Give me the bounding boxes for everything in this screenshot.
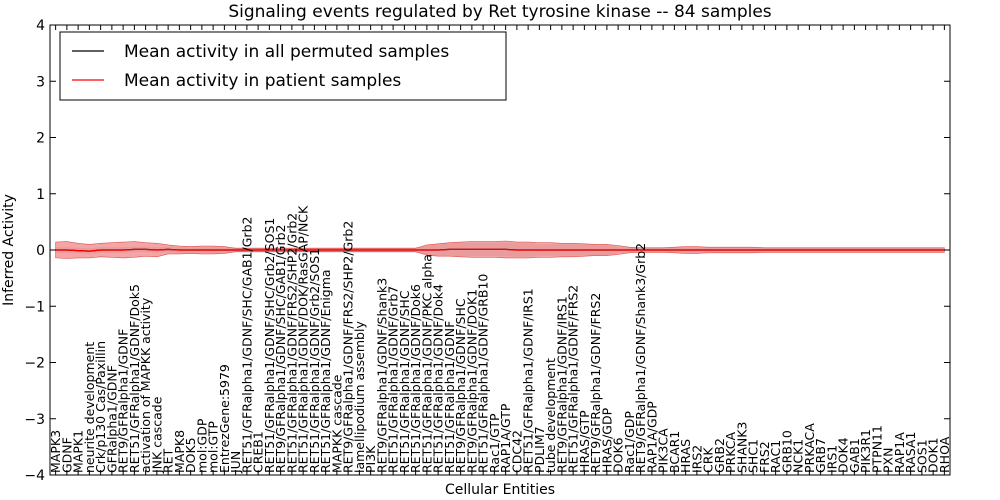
x-category-label: RET51/GFRalpha1/GDNF/Dok4 <box>431 284 446 473</box>
y-tick-label: 3 <box>36 74 45 90</box>
x-category-label: PXN <box>881 448 896 473</box>
x-category-label: neurite development <box>82 342 97 473</box>
x-category-label: JUN <box>228 451 243 474</box>
x-category-label: DOK1 <box>926 437 941 473</box>
legend-label: Mean activity in all permuted samples <box>124 42 449 62</box>
y-tick-label: 1 <box>36 187 45 203</box>
x-category-label: IRS2 <box>689 445 704 473</box>
x-category-label: tube development <box>543 358 558 473</box>
x-category-label: MAPK1 <box>71 430 86 473</box>
x-category-label: FRS2 <box>757 441 772 473</box>
x-category-label: MAPKK cascade <box>329 374 344 473</box>
y-tick-label: 0 <box>36 243 45 259</box>
x-category-label: RET9/GFRalpha1/GDNF/FRS2 <box>588 293 603 473</box>
x-category-label: HRAS/GDP <box>599 407 614 473</box>
x-category-label: activation of MAPKK activity <box>138 297 153 473</box>
x-category-label: RET9/GFRalpha1/GDNF/Shank3/Grb2 <box>633 243 648 473</box>
x-category-label: RET51/GFRalpha1/GDNF/GRB10 <box>476 274 491 473</box>
x-category-label: CRK <box>701 447 716 473</box>
patient-mean-line <box>55 248 945 252</box>
x-category-label: RET9/GFRalpha1/GDNF/FRS2/SHP2/Grb2 <box>341 221 356 473</box>
x-category-label: RET9/GFRalpha1/GDNF/Shank3 <box>374 278 389 473</box>
x-category-label: RET9/GFRalpha1/GDNF/DOK1 <box>464 289 479 473</box>
x-category-label: RET9/GFRalpha1/GDNF/SHC/GAB1/Grb2 <box>273 224 288 473</box>
x-category-label: RET51/GFRalpha1/GDNF/IRS1 <box>521 288 536 473</box>
y-tick-label: −2 <box>24 356 45 372</box>
legend-box <box>59 31 507 101</box>
x-category-label: PDLIM7 <box>532 426 547 473</box>
y-tick-label: 2 <box>36 131 45 147</box>
x-category-label: PTPN11 <box>869 425 884 473</box>
x-category-label: RAP1A/GTP <box>498 403 513 473</box>
x-category-label: RASA1 <box>903 432 918 473</box>
legend-label: Mean activity in patient samples <box>124 71 401 91</box>
x-category-label: Rac1/GTP <box>487 413 502 473</box>
x-category-label: RET51/GFRalpha1/GDNF/FRS2 <box>566 285 581 473</box>
x-category-label: HRAS/GTP <box>577 410 592 473</box>
x-category-label: RAC1 <box>768 440 783 473</box>
x-category-label: RET51/GFRalpha1/GDNF/SHC/GAB1/Grb2 <box>239 217 254 473</box>
x-category-label: CREB1 <box>251 431 266 473</box>
x-category-label: RET51/GFRalpha1/GDNF/Enigma <box>318 269 333 473</box>
x-category-label: JNK cascade <box>149 396 164 474</box>
x-category-label: DOK6 <box>611 437 626 473</box>
y-tick-label: −3 <box>24 412 45 428</box>
x-category-label: IRS1 <box>824 445 839 473</box>
x-category-label: RAP1A <box>892 432 907 473</box>
x-category-label: RET51/GFRalpha1/GDNF/Grb2/SOS1 <box>307 248 322 473</box>
x-category-label: RET51/GFRalpha1/GDNF/PKC alpha <box>419 254 434 473</box>
x-category-label: PRKACA <box>802 423 817 473</box>
x-category-label: CDC42 <box>509 430 524 473</box>
y-tick-label: 4 <box>36 18 45 34</box>
x-category-label: RET51/GFRalpha1/GDNF/SHC/Grb2/SOS1 <box>262 218 277 473</box>
x-category-label: GAB1 <box>847 438 862 473</box>
x-category-label: RET9/GFRalpha1/GDNF/IRS1 <box>554 296 569 473</box>
x-category-label: Crk/p130 Cas/Paxillin <box>93 341 108 473</box>
x-category-label: NCK1 <box>791 439 806 473</box>
x-category-label: RET51/GFRalpha1/GDNF <box>442 321 457 473</box>
x-category-label: PIK3R1 <box>858 429 873 473</box>
y-axis-label: Inferred Activity <box>1 194 17 306</box>
x-category-label: RET51/GFRalpha1/GDNF/DOK/RasGAP/NCK <box>296 205 311 473</box>
x-category-label: SHANK3 <box>734 422 749 473</box>
x-axis-label: Cellular Entities <box>445 482 555 498</box>
x-category-label: mol:GTP <box>206 421 221 473</box>
x-category-label: HRAS <box>678 439 693 473</box>
x-category-label: GRB10 <box>779 430 794 473</box>
x-category-label: MAPK8 <box>172 430 187 473</box>
x-category-label: mol:GDP <box>194 418 209 473</box>
x-category-label: RET <box>161 448 176 473</box>
x-category-label: GDNF <box>59 437 74 473</box>
x-category-label: PRKCA <box>723 432 738 473</box>
x-category-label: RET51/GFRalpha1/GDNF/FRS2/SHP2/Grb2 <box>284 213 299 473</box>
x-category-label: SHC1 <box>746 439 761 473</box>
x-category-label: MAPK3 <box>48 430 63 473</box>
x-category-label: DOK4 <box>836 437 851 473</box>
legend: Mean activity in all permuted samples Mea… <box>59 31 507 101</box>
x-category-label: GRB2 <box>712 438 727 473</box>
x-category-label: EntrezGene:5979 <box>217 364 232 473</box>
x-category-label: RET51/GFRalpha1/GDNF/SHC <box>397 290 412 473</box>
x-category-label: DOK5 <box>183 437 198 473</box>
x-category-label: BCAR1 <box>667 431 682 473</box>
chart-title: Signaling events regulated by Ret tyrosi… <box>228 2 771 22</box>
x-category-label: RET9/GFRalpha1/GDNF/SHC <box>453 298 468 473</box>
x-category-label: RET51/GFRalpha1/GDNF/Dok5 <box>127 284 142 473</box>
x-category-label: Rac1/GDP <box>622 411 637 473</box>
x-category-label: PI3K <box>363 445 378 473</box>
y-tick-label: −1 <box>24 299 45 315</box>
x-category-label: GFRalpha1/GDNF <box>104 365 119 473</box>
x-category-label: GRB7 <box>813 438 828 473</box>
x-category-label: SOS1 <box>914 439 929 473</box>
x-category-label: RHOA <box>937 436 952 473</box>
x-category-label: lamellipodium assembly <box>352 321 367 473</box>
x-category-label: RET9/GFRalpha1/GDNF <box>116 329 131 473</box>
x-category-label: PIK3CA <box>656 428 671 473</box>
x-category-label: RAP1A/GDP <box>644 401 659 473</box>
x-category-label: RET51/GFRalpha1/GDNF/Dok6 <box>408 284 423 473</box>
x-category-label: RET51/GFRalpha1/GDNF/Grb7 <box>386 286 401 473</box>
y-tick-label: −4 <box>24 468 45 484</box>
